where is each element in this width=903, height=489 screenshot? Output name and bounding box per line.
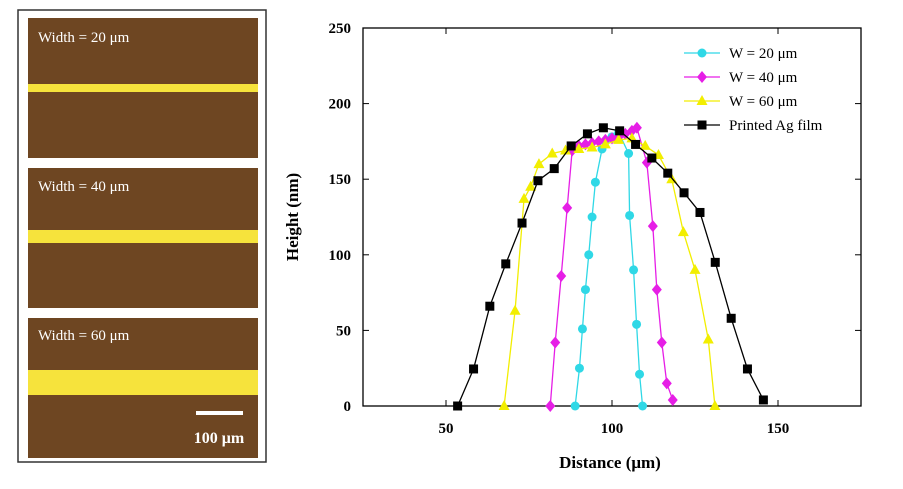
legend-label: W = 20 μm [729, 46, 798, 62]
marker [599, 138, 611, 149]
marker [577, 324, 587, 334]
marker [667, 393, 678, 406]
silver-line [28, 84, 258, 92]
marker [590, 177, 600, 187]
marker [570, 401, 580, 411]
marker [663, 168, 673, 178]
marker [631, 139, 641, 149]
marker [593, 135, 604, 148]
marker [582, 129, 592, 139]
legend-label: W = 60 μm [729, 94, 798, 110]
marker [586, 141, 598, 152]
marker [647, 220, 658, 233]
y-axis-title: Height (nm) [283, 173, 302, 261]
marker [689, 263, 701, 274]
micrograph-label: Width = 40 μm [38, 179, 130, 195]
marker [631, 121, 642, 134]
legend-marker [697, 71, 707, 83]
marker [566, 141, 576, 151]
marker [695, 207, 705, 217]
x-tick-label: 50 [439, 421, 454, 437]
marker [485, 301, 495, 311]
marker [587, 212, 597, 222]
micrograph-label: Width = 60 μm [38, 328, 130, 344]
legend-marker [696, 95, 708, 105]
x-tick-label: 100 [601, 421, 624, 437]
marker [533, 158, 545, 169]
marker [661, 377, 672, 390]
marker [518, 192, 530, 203]
micrograph: Width = 60 μm 100 μm [28, 318, 258, 458]
marker [560, 144, 572, 155]
marker [656, 336, 667, 349]
marker [625, 210, 635, 220]
marker [562, 201, 573, 214]
marker [509, 304, 521, 315]
x-tick-label: 150 [767, 421, 790, 437]
marker [635, 369, 645, 379]
legend-marker [697, 48, 707, 58]
marker [647, 153, 657, 163]
marker [574, 363, 584, 373]
marker [624, 148, 634, 158]
y-tick-label: 0 [344, 399, 352, 415]
marker [639, 139, 651, 150]
marker [501, 259, 511, 269]
marker [550, 336, 561, 349]
marker [517, 218, 527, 228]
y-tick-label: 150 [329, 172, 352, 188]
marker [638, 401, 648, 411]
micrograph: Width = 20 μm [28, 18, 258, 158]
series-line [457, 127, 764, 407]
marker [580, 285, 590, 295]
marker [710, 257, 720, 267]
marker [702, 333, 714, 344]
marker [584, 250, 594, 260]
scale-bar-label: 100 μm [194, 430, 245, 447]
series-line [549, 126, 674, 407]
marker [651, 283, 662, 296]
legend-label: Printed Ag film [729, 118, 823, 134]
y-tick-label: 200 [329, 97, 352, 113]
silver-line [28, 370, 258, 395]
x-axis-title: Distance (μm) [559, 453, 661, 472]
legend-marker [697, 120, 707, 130]
micrograph: Width = 40 μm [28, 168, 258, 308]
marker [469, 364, 479, 374]
marker [613, 133, 625, 144]
marker [626, 132, 638, 143]
marker [709, 400, 721, 410]
silver-line [28, 230, 258, 243]
y-tick-label: 50 [336, 323, 351, 339]
marker [533, 176, 543, 186]
micrograph-label: Width = 20 μm [38, 30, 130, 46]
marker [549, 164, 559, 174]
marker [545, 400, 556, 412]
marker [742, 364, 752, 374]
marker [453, 401, 463, 411]
marker [677, 226, 689, 237]
y-tick-label: 100 [329, 248, 352, 264]
marker [556, 269, 567, 282]
marker [546, 147, 558, 158]
marker [632, 319, 642, 329]
marker [498, 400, 510, 410]
marker [525, 180, 537, 191]
marker [573, 142, 585, 153]
marker [629, 265, 639, 275]
marker [758, 395, 768, 405]
marker [598, 123, 608, 133]
marker [615, 126, 625, 136]
legend-label: W = 40 μm [729, 70, 798, 86]
marker [679, 188, 689, 198]
y-tick-label: 250 [329, 21, 352, 37]
marker [726, 313, 736, 323]
